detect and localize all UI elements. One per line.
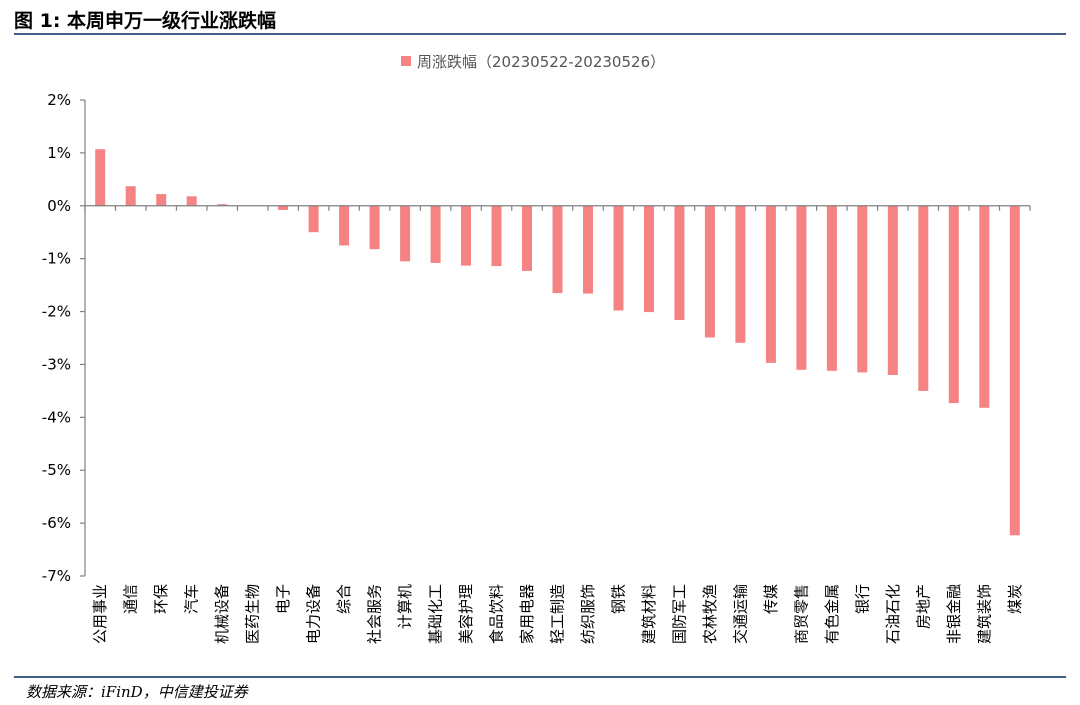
y-tick-label: 2%: [47, 91, 71, 109]
bar: [95, 149, 106, 206]
x-tick-label: 汽车: [183, 584, 201, 614]
bar: [186, 196, 197, 206]
legend-swatch: [401, 56, 411, 66]
bar: [339, 205, 350, 246]
x-tick-label: 电力设备: [305, 584, 323, 644]
x-tick-label: 石油石化: [884, 584, 902, 644]
x-tick-label: 国防军工: [670, 584, 688, 644]
y-axis: 2% 1% 0% -1% -2% -3% -4% -5% -6% -7%: [42, 91, 86, 585]
x-tick-label: 社会服务: [366, 584, 384, 644]
x-axis: [84, 205, 1031, 211]
x-tick-label: 煤炭: [1006, 584, 1024, 614]
source-note: 数据来源：iFinD，中信建投证券: [26, 683, 248, 701]
y-tick-label: -2%: [42, 303, 71, 321]
bar: [552, 205, 563, 294]
x-tick-label: 美容护理: [457, 584, 475, 644]
y-tick-label: -3%: [42, 355, 71, 373]
y-tick-label: 1%: [47, 144, 71, 162]
bars: [95, 149, 1020, 536]
y-tick-label: -1%: [42, 250, 71, 268]
x-tick-label: 医药生物: [244, 584, 262, 644]
bottom-rule: [14, 676, 1066, 678]
x-tick-label: 电子: [274, 584, 292, 614]
x-axis-labels: 公用事业 通信 环保 汽车 机械设备 医药生物 电子 电力设备 综合 社会服务 计算机 基础化工 美容护…: [91, 584, 1024, 644]
x-tick-label: 交通运输: [731, 584, 749, 644]
y-tick-label: -7%: [42, 567, 71, 585]
bar: [125, 186, 136, 206]
figure-title: 图 1: 本周申万一级行业涨跌幅: [14, 10, 277, 32]
x-tick-label: 商贸零售: [792, 584, 810, 644]
bar: [430, 205, 441, 263]
x-tick-label: 基础化工: [427, 584, 445, 644]
x-tick-label: 建筑装饰: [975, 584, 993, 644]
x-tick-label: 食品饮料: [488, 584, 506, 644]
x-tick-label: 轻工制造: [549, 584, 567, 644]
bar: [278, 205, 289, 210]
bar: [491, 205, 502, 267]
x-tick-label: 有色金属: [823, 584, 841, 644]
y-tick-label: -5%: [42, 461, 71, 479]
bar: [308, 205, 319, 233]
bar: [583, 205, 593, 294]
x-tick-label: 银行: [853, 584, 871, 614]
bar: [217, 204, 228, 206]
x-tick-label: 机械设备: [213, 584, 231, 644]
bar: [918, 205, 929, 391]
x-tick-label: 通信: [122, 584, 140, 614]
y-tick-label: -4%: [42, 408, 71, 426]
bar: [887, 205, 898, 375]
bar: [765, 205, 776, 363]
top-rule: [14, 33, 1066, 35]
x-tick-label: 建筑材料: [640, 584, 658, 644]
legend-label: 周涨跌幅（20230522-20230526）: [417, 53, 665, 71]
bar: [979, 205, 990, 408]
x-tick-label: 家用电器: [518, 584, 536, 644]
bar: [369, 205, 380, 250]
y-tick-label: -6%: [42, 514, 71, 532]
bar-chart: 周涨跌幅（20230522-20230526） 2% 1% 0% -1% -2% -3% -…: [42, 53, 1031, 644]
bar: [461, 205, 471, 266]
x-tick-label: 公用事业: [91, 584, 109, 644]
legend: 周涨跌幅（20230522-20230526）: [401, 53, 665, 71]
bar: [644, 205, 654, 313]
x-tick-label: 钢铁: [610, 584, 628, 614]
x-tick-label: 非银金融: [945, 584, 963, 644]
y-tick-label: 0%: [47, 197, 71, 215]
bar: [826, 205, 837, 371]
bar: [796, 205, 807, 370]
bar: [704, 205, 715, 338]
x-tick-label: 综合: [335, 584, 353, 614]
x-tick-label: 计算机: [396, 584, 414, 629]
bar: [1009, 205, 1020, 536]
bar: [613, 205, 624, 311]
x-tick-label: 房地产: [914, 584, 932, 629]
bar: [674, 205, 685, 320]
bar: [735, 205, 746, 343]
x-tick-label: 传媒: [762, 584, 780, 614]
x-tick-label: 纺织服饰: [579, 584, 597, 644]
bar: [400, 205, 411, 262]
bar: [522, 205, 532, 271]
x-tick-label: 环保: [152, 584, 170, 614]
x-tick-label: 农林牧渔: [701, 584, 719, 644]
bar: [156, 194, 167, 206]
bar: [857, 205, 868, 373]
bar: [948, 205, 959, 404]
